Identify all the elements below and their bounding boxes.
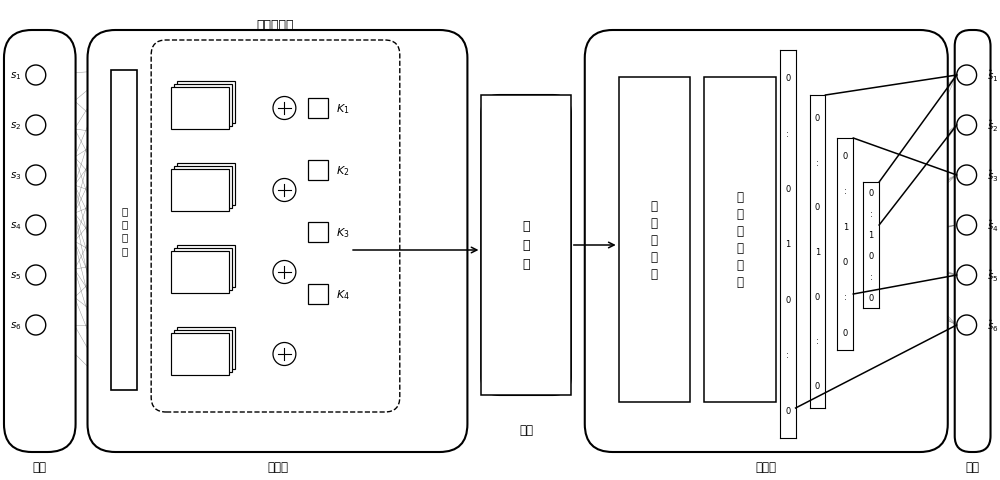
Text: 码字映射器: 码字映射器	[257, 19, 294, 32]
Text: $\hat{s}_1$: $\hat{s}_1$	[987, 68, 998, 84]
Circle shape	[26, 116, 46, 136]
Bar	[171, 88, 229, 130]
Bar	[308, 285, 328, 304]
Text: 1: 1	[869, 230, 874, 240]
Text: :: :	[816, 158, 819, 167]
Text: $\hat{s}_4$: $\hat{s}_4$	[987, 217, 998, 234]
Bar	[810, 96, 825, 408]
Text: :: :	[816, 337, 819, 346]
Circle shape	[957, 315, 977, 336]
Bar	[174, 167, 232, 209]
Bar	[174, 85, 232, 127]
Text: 0: 0	[785, 295, 790, 304]
Circle shape	[957, 166, 977, 186]
Bar	[177, 164, 235, 205]
Circle shape	[273, 179, 296, 202]
Text: 输出: 输出	[966, 460, 980, 473]
Text: $\hat{s}_6$: $\hat{s}_6$	[987, 317, 998, 333]
Text: 1: 1	[785, 240, 790, 249]
Text: 1: 1	[843, 222, 848, 231]
FancyBboxPatch shape	[955, 31, 991, 452]
Bar	[308, 99, 328, 119]
Circle shape	[26, 216, 46, 236]
FancyBboxPatch shape	[481, 96, 571, 395]
Bar	[174, 249, 232, 290]
Circle shape	[273, 343, 296, 366]
Bar	[171, 333, 229, 375]
Text: $\hat{s}_2$: $\hat{s}_2$	[987, 118, 998, 134]
Bar	[704, 78, 776, 402]
Text: 0: 0	[785, 185, 790, 193]
Bar	[780, 51, 796, 438]
Text: 1: 1	[815, 248, 820, 256]
Text: 0: 0	[815, 114, 820, 122]
Text: $s_3$: $s_3$	[10, 170, 22, 181]
Text: 噪
声
层: 噪 声 层	[522, 220, 530, 271]
Text: $s_2$: $s_2$	[10, 120, 22, 132]
Text: :: :	[870, 210, 873, 218]
Bar	[177, 82, 235, 124]
Text: 0: 0	[843, 152, 848, 161]
Circle shape	[957, 116, 977, 136]
Text: 输
出
激
活
函
数: 输 出 激 活 函 数	[736, 191, 743, 289]
Text: 解码器: 解码器	[755, 460, 776, 473]
Circle shape	[26, 315, 46, 336]
Bar	[171, 169, 229, 212]
Text: 编码器: 编码器	[267, 460, 288, 473]
Bar	[177, 245, 235, 288]
Bar	[174, 330, 232, 372]
Bar	[171, 252, 229, 293]
Text: :: :	[786, 350, 789, 360]
Text: 0: 0	[815, 292, 820, 301]
Text: 输入: 输入	[33, 460, 47, 473]
Bar	[863, 182, 879, 308]
Text: $s_6$: $s_6$	[10, 319, 22, 331]
Text: $K_4$: $K_4$	[336, 288, 350, 301]
Text: 0: 0	[815, 203, 820, 212]
Text: 0: 0	[869, 293, 874, 302]
Text: 0: 0	[869, 252, 874, 261]
Text: $s_5$: $s_5$	[10, 270, 22, 281]
Text: $\hat{s}_5$: $\hat{s}_5$	[987, 267, 998, 284]
FancyBboxPatch shape	[585, 31, 948, 452]
Text: 0: 0	[815, 381, 820, 390]
Bar	[619, 78, 690, 402]
Text: 全
连
接
网
络: 全 连 接 网 络	[651, 200, 658, 280]
Text: 0: 0	[843, 328, 848, 337]
Text: $s_1$: $s_1$	[10, 70, 22, 82]
Bar	[308, 223, 328, 242]
Text: 信道: 信道	[519, 424, 533, 437]
Text: :: :	[786, 130, 789, 138]
Text: :: :	[844, 293, 847, 302]
Circle shape	[957, 216, 977, 236]
Circle shape	[273, 97, 296, 120]
Bar	[837, 139, 853, 350]
FancyBboxPatch shape	[88, 31, 467, 452]
FancyBboxPatch shape	[4, 31, 76, 452]
Circle shape	[26, 166, 46, 186]
Circle shape	[26, 265, 46, 286]
Text: 输
入
噪
声: 输 入 噪 声	[121, 206, 127, 255]
Circle shape	[273, 261, 296, 284]
Text: :: :	[870, 273, 873, 281]
Bar	[111, 71, 137, 390]
Bar	[177, 327, 235, 369]
Circle shape	[957, 265, 977, 286]
Text: $\hat{s}_3$: $\hat{s}_3$	[987, 168, 998, 184]
Text: $K_3$: $K_3$	[336, 226, 350, 240]
Text: $K_2$: $K_2$	[336, 164, 350, 178]
Bar	[481, 96, 571, 395]
Circle shape	[26, 66, 46, 86]
Text: 0: 0	[785, 406, 790, 415]
Text: :: :	[844, 187, 847, 196]
Circle shape	[957, 66, 977, 86]
Text: 0: 0	[869, 189, 874, 198]
Text: 0: 0	[785, 74, 790, 83]
Text: 0: 0	[843, 258, 848, 266]
Bar	[308, 161, 328, 180]
Text: $s_4$: $s_4$	[10, 220, 22, 231]
Text: $K_1$: $K_1$	[336, 102, 350, 116]
